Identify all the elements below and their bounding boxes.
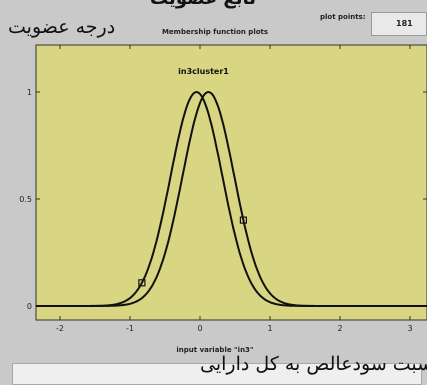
y-tick-label: 0.5 [19, 195, 32, 204]
x-tick-label: 3 [407, 324, 412, 333]
y-tick-label: 0 [27, 302, 32, 311]
x-tick-label: 0 [197, 324, 202, 333]
x-axis-label-fa: نسبت سودعالص به کل دارایی [200, 353, 427, 375]
x-tick-label: -1 [126, 324, 134, 333]
y-tick-label: 1 [27, 88, 32, 97]
plot-area [36, 45, 427, 320]
x-tick-label: -2 [56, 324, 64, 333]
curve-label: in3cluster1 [178, 67, 229, 76]
x-tick-label: 2 [337, 324, 342, 333]
x-tick-label: 1 [267, 324, 272, 333]
